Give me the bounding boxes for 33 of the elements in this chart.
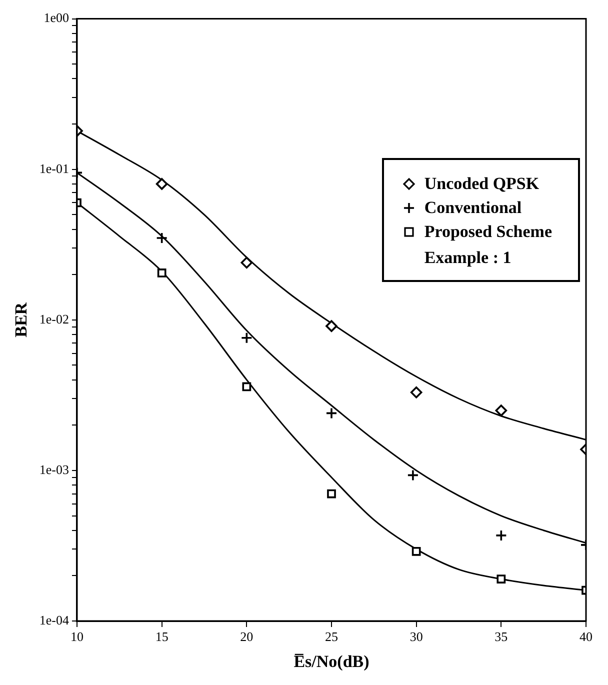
x-tick-label: 10 [70, 629, 84, 644]
point [412, 546, 421, 556]
point [240, 332, 253, 344]
x-tick-label: 25 [325, 629, 338, 644]
y-tick-label: 1e00 [44, 10, 69, 26]
x-tick-label: 35 [494, 629, 508, 644]
point [157, 268, 166, 278]
x-axis-title: E̅s/No(dB) [294, 652, 370, 672]
x-tick-label: 30 [410, 629, 423, 644]
point [242, 382, 252, 392]
point [495, 530, 508, 542]
legend-label: Uncoded QPSK [424, 174, 540, 194]
point [495, 404, 508, 416]
y-tick-label: 1e-04 [39, 612, 70, 628]
point [326, 407, 338, 420]
x-tick-label: 20 [240, 629, 254, 644]
point [327, 489, 336, 498]
point [407, 469, 419, 482]
point [410, 386, 422, 398]
point [240, 256, 253, 269]
annotation: Example : 1 [424, 248, 512, 268]
point [156, 232, 168, 244]
x-tick-label: 15 [155, 629, 168, 644]
point [326, 320, 338, 332]
y-tick-label: 1e-01 [39, 160, 69, 176]
legend-label: Proposed Scheme [424, 222, 552, 242]
y-tick-label: 1e-02 [39, 311, 69, 326]
point [496, 574, 506, 584]
y-tick-label: 1e-03 [39, 462, 69, 477]
point [156, 178, 168, 190]
x-tick-label: 40 [580, 629, 592, 644]
legend-label: Conventional [424, 198, 522, 218]
y-axis-title: BER [12, 302, 31, 338]
